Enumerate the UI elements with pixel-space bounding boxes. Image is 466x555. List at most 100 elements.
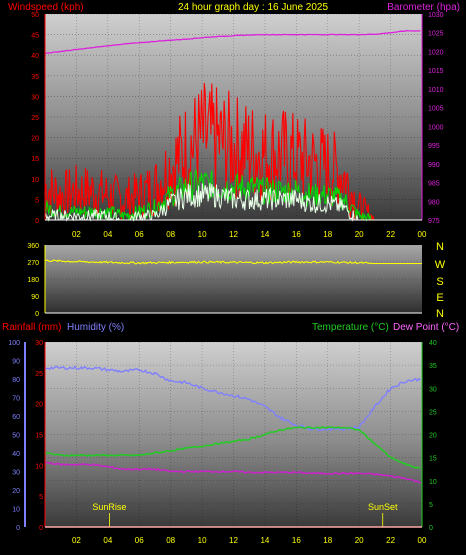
wind-y-tick-label: 5 [35,197,39,204]
windspeed-axis-title: Windspeed (kph) [8,2,84,13]
direction-panel-background [45,245,422,313]
humidity-y-tick-label: 10 [12,507,20,514]
time-tick-label: 08 [166,230,175,239]
time-tick-label: 18 [323,536,332,545]
temp-y-tick-label: 35 [429,363,437,370]
time-tick-label: 04 [103,536,112,545]
time-tick-label: 22 [386,536,395,545]
time-tick-label: 00 [418,536,427,545]
baro-y-tick-label: 995 [428,143,440,150]
time-tick-label: 20 [355,536,364,545]
baro-y-tick-label: 1025 [428,31,444,38]
humidity-y-tick-label: 50 [12,433,20,440]
humidity-y-tick-label: 100 [8,340,20,347]
temp-y-tick-label: 0 [429,525,433,532]
compass-w: W [435,259,446,271]
barometer-axis-title: Barometer (hpa) [387,2,460,13]
time-tick-label: 08 [166,536,175,545]
wind-y-tick-label: 50 [31,12,39,19]
baro-y-tick-label: 1030 [428,12,444,19]
baro-y-tick-label: 975 [428,218,440,225]
temp-hum-panel: SunRise SunSet 0 5 10 15 20 25 30 35 40 02 04 06 08 10… [8,340,437,545]
time-tick-label: 12 [229,230,238,239]
temperature-axis-title: Temperature (°C) [312,322,389,333]
time-tick-label: 02 [72,230,81,239]
compass-labels: N W S E N [435,241,446,320]
time-tick-label: 04 [103,230,112,239]
baro-y-tick-label: 985 [428,181,440,188]
wind-y-tick-label: 0 [35,218,39,225]
compass-n-top: N [436,241,444,253]
direction-y-tick-label: 180 [27,277,39,284]
humidity-y-tick-label: 70 [12,396,20,403]
time-tick-label: 10 [198,536,207,545]
rainfall-axis-title: Rainfall (mm) [2,322,61,333]
wind-direction-series-line [45,259,422,265]
time-tick-label: 16 [292,536,301,545]
rain-y-tick-label: 0 [39,525,43,532]
humidity-y-tick-label: 20 [12,488,20,495]
temperature-series-line [44,425,421,469]
barometer-series-line [44,29,421,54]
direction-y-tick-label: 0 [35,311,39,318]
rain-y-tick-label: 10 [35,463,43,470]
time-tick-label: 06 [135,230,144,239]
time-tick-label: 18 [323,230,332,239]
time-tick-label: 10 [198,230,207,239]
humidity-y-tick-label: 80 [12,377,20,384]
compass-s: S [436,276,443,288]
temp-y-tick-label: 30 [429,386,437,393]
time-tick-label: 12 [229,536,238,545]
temp-y-tick-label: 15 [429,456,437,463]
time-tick-label: 14 [260,536,269,545]
wind-y-tick-label: 40 [31,53,39,60]
sunrise-label: SunRise [92,502,126,512]
chart-title: 24 hour graph day : 16 June 2025 [178,2,329,13]
wind-panel-background [45,14,422,220]
direction-y-tick-label: 90 [31,294,39,301]
time-tick-label: 00 [418,230,427,239]
humidity-y-tick-label: 0 [16,525,20,532]
wind-y-tick-label: 30 [31,94,39,101]
wind-y-tick-label: 20 [31,136,39,143]
direction-panel: 0 90 180 270 360 N W S E N [27,241,445,320]
humidity-y-tick-label: 60 [12,414,20,421]
wind-y-tick-label: 10 [31,177,39,184]
rain-y-tick-label: 5 [39,494,43,501]
humidity-y-tick-label: 40 [12,451,20,458]
humidity-axis-title: Humidity (%) [67,322,124,333]
time-tick-label: 06 [135,536,144,545]
temp-y-tick-label: 10 [429,479,437,486]
direction-y-tick-label: 360 [27,243,39,250]
baro-y-tick-label: 1015 [428,68,444,75]
temp-panel-background [45,342,422,527]
dewpoint-axis-title: Dew Point (°C) [393,322,459,333]
rain-y-tick-label: 20 [35,402,43,409]
humidity-series-line [44,365,421,432]
time-tick-label: 22 [386,230,395,239]
humidity-y-tick-label: 90 [12,359,20,366]
direction-y-tick-label: 270 [27,260,39,267]
baro-y-tick-label: 1005 [428,106,444,113]
baro-y-tick-label: 1010 [428,87,444,94]
wind-y-tick-label: 15 [31,156,39,163]
compass-e: E [436,292,443,304]
humidity-y-tick-label: 30 [12,470,20,477]
time-tick-label: 14 [260,230,269,239]
sunset-label: SunSet [368,502,398,512]
compass-n-bottom: N [436,308,444,320]
wind-y-tick-label: 25 [31,115,39,122]
temp-y-tick-label: 20 [429,433,437,440]
temp-y-tick-label: 40 [429,340,437,347]
wind-y-tick-label: 45 [31,33,39,40]
rain-y-tick-label: 15 [35,433,43,440]
baro-y-tick-label: 1000 [428,124,444,131]
baro-y-tick-label: 980 [428,199,440,206]
windspeed-series-line [44,83,422,221]
dewpoint-series-line [44,461,421,484]
baro-y-tick-label: 990 [428,162,440,169]
time-tick-label: 02 [72,536,81,545]
wind-baro-panel: 0510152025303540455097598098599099510001… [31,12,443,239]
wind-y-tick-label: 35 [31,74,39,81]
